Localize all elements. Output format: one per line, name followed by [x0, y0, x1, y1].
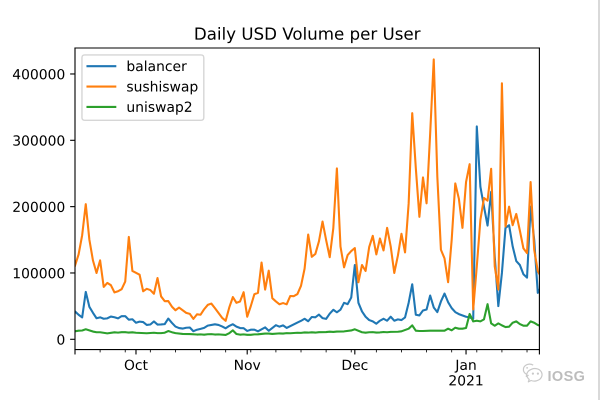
svg-text:IOSG: IOSG [548, 369, 586, 385]
